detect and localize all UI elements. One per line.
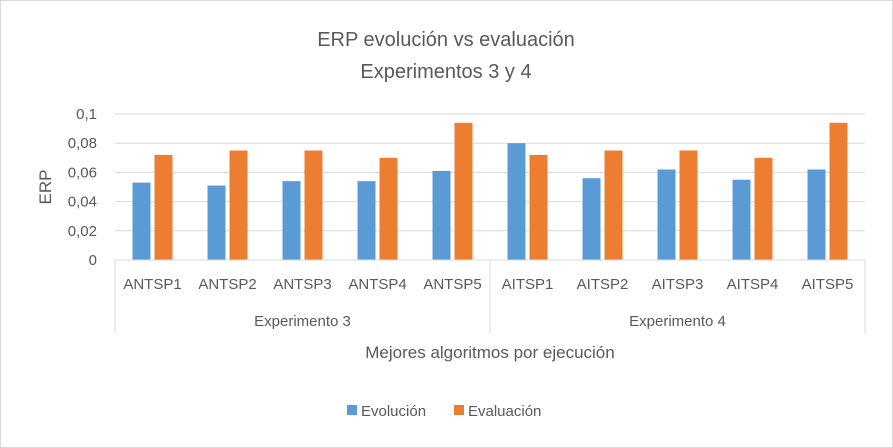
bar-evaluacion — [829, 122, 848, 260]
bar-evolucion — [582, 178, 601, 260]
x-tick-label: AITSP3 — [652, 276, 704, 293]
chart-subtitle: Experimentos 3 y 4 — [360, 61, 531, 83]
y-tick-label: 0,1 — [76, 106, 97, 123]
bar-evaluacion — [754, 157, 773, 260]
x-tick-label: ANTSP5 — [423, 276, 481, 293]
y-tick-label: 0,04 — [68, 194, 97, 211]
bar-evaluacion — [304, 150, 323, 260]
x-tick-label: AITSP1 — [502, 276, 554, 293]
legend: Evolución Evaluación — [347, 403, 541, 420]
y-axis-label: ERP — [36, 170, 55, 205]
x-group-label: Experimento 3 — [254, 313, 351, 330]
bar-evolucion — [507, 143, 526, 260]
x-tick-label: AITSP5 — [802, 276, 854, 293]
y-tick-label: 0,02 — [68, 223, 97, 240]
legend-label: Evolución — [361, 403, 426, 420]
x-tick-label: ANTSP2 — [198, 276, 256, 293]
bar-evolucion — [207, 185, 226, 260]
bar-evolucion — [282, 181, 301, 260]
y-tick-label: 0 — [89, 252, 97, 269]
bar-evolucion — [132, 182, 151, 260]
bar-evolucion — [432, 170, 451, 260]
bar-evolucion — [657, 169, 676, 260]
x-tick-label: ANTSP3 — [273, 276, 331, 293]
bar-evolucion — [357, 181, 376, 260]
bar-evolucion — [732, 179, 751, 260]
bar-evaluacion — [229, 150, 248, 260]
bar-evaluacion — [379, 157, 398, 260]
bar-evaluacion — [604, 150, 623, 260]
bar-evaluacion — [454, 122, 473, 260]
legend-swatch — [454, 405, 464, 415]
x-tick-label: AITSP2 — [577, 276, 629, 293]
chart-title: ERP evolución vs evaluación — [317, 29, 575, 51]
x-group-label: Experimento 4 — [629, 313, 726, 330]
bar-evaluacion — [679, 150, 698, 260]
bar-evaluacion — [529, 154, 548, 260]
bar-evolucion — [807, 169, 826, 260]
x-tick-label: ANTSP1 — [123, 276, 181, 293]
x-tick-label: AITSP4 — [727, 276, 779, 293]
y-tick-label: 0,08 — [68, 135, 97, 152]
legend-label: Evaluación — [468, 403, 541, 420]
bar-evaluacion — [154, 154, 173, 260]
legend-swatch — [347, 405, 357, 415]
y-tick-label: 0,06 — [68, 164, 97, 181]
x-tick-label: ANTSP4 — [348, 276, 406, 293]
x-axis-label: Mejores algoritmos por ejecución — [365, 343, 614, 362]
